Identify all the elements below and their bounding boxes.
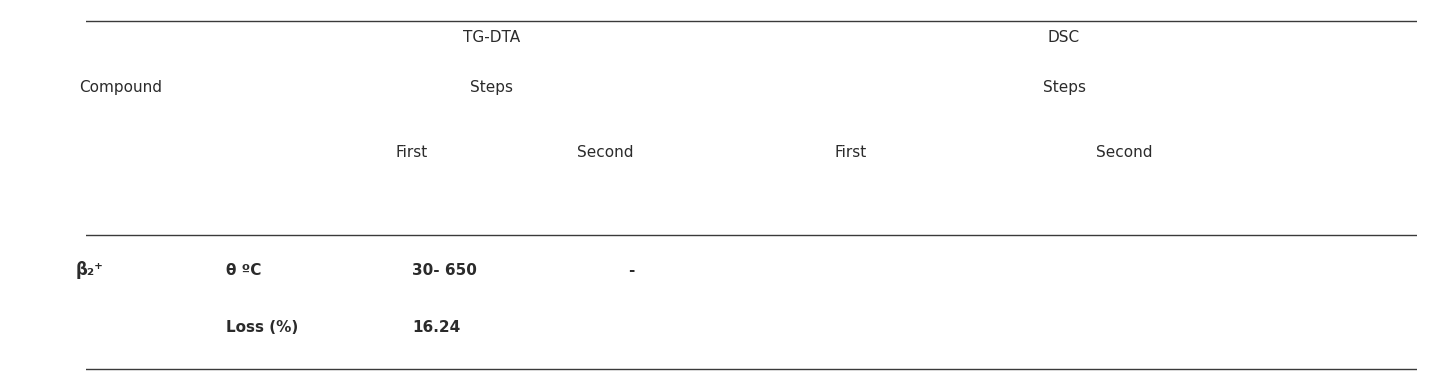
Text: 30- 650: 30- 650 <box>412 263 477 277</box>
Text: Steps: Steps <box>471 80 514 95</box>
Text: 16.24: 16.24 <box>412 320 461 335</box>
Text: θ ºC: θ ºC <box>226 263 260 277</box>
Text: DSC: DSC <box>1047 30 1080 45</box>
Text: Compound: Compound <box>79 80 162 95</box>
Text: -: - <box>628 263 635 277</box>
Text: TG-DTA: TG-DTA <box>464 30 521 45</box>
Text: Steps: Steps <box>1043 80 1086 95</box>
Text: Second: Second <box>577 145 633 160</box>
Text: β₂⁺: β₂⁺ <box>76 261 103 279</box>
Text: Loss (%): Loss (%) <box>226 320 298 335</box>
Text: First: First <box>396 145 428 160</box>
Text: Second: Second <box>1096 145 1152 160</box>
Text: First: First <box>834 145 867 160</box>
